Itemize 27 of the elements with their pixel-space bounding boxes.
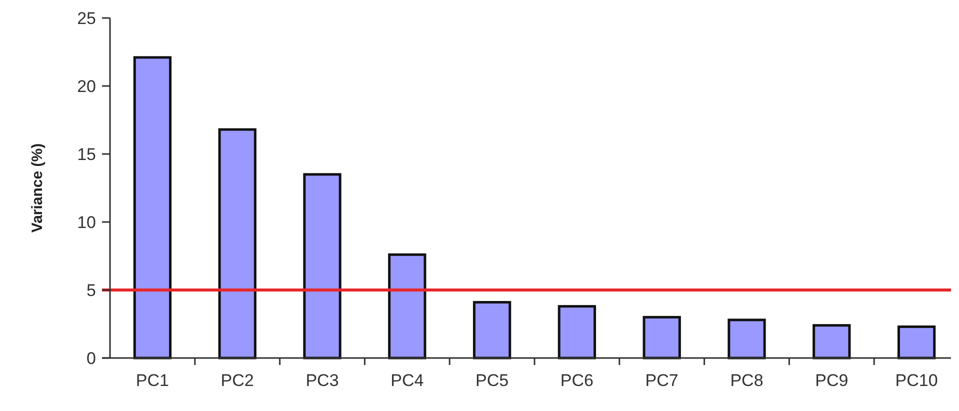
y-tick-label: 15 [77, 144, 96, 164]
y-tick-label: 20 [77, 76, 96, 96]
x-tick-label: PC2 [220, 371, 254, 390]
bar [812, 324, 851, 360]
x-tick-label: PC6 [560, 371, 594, 390]
bar [728, 318, 766, 360]
y-tick-label: 25 [77, 8, 96, 28]
x-tick-label: PC3 [306, 371, 339, 390]
bar [897, 325, 936, 360]
bar [472, 300, 512, 360]
x-tick-label: PC4 [390, 371, 424, 390]
bar [303, 173, 342, 360]
x-tick-label: PC9 [815, 371, 848, 390]
bar [218, 128, 256, 360]
y-tick-label: 5 [86, 280, 96, 300]
x-tick-label: PC7 [645, 371, 678, 390]
y-tick-label: 10 [77, 212, 96, 232]
y-tick-label: 0 [86, 348, 96, 368]
x-tick-label: PC1 [136, 371, 169, 390]
x-tick-label: PC10 [895, 371, 938, 390]
bar [388, 253, 426, 360]
y-axis-title: Variance (%) [29, 143, 46, 233]
x-tick-label: PC8 [730, 371, 764, 390]
bar [133, 56, 172, 360]
bar [642, 316, 681, 360]
x-tick-label: PC5 [476, 371, 509, 390]
bar [558, 305, 596, 360]
